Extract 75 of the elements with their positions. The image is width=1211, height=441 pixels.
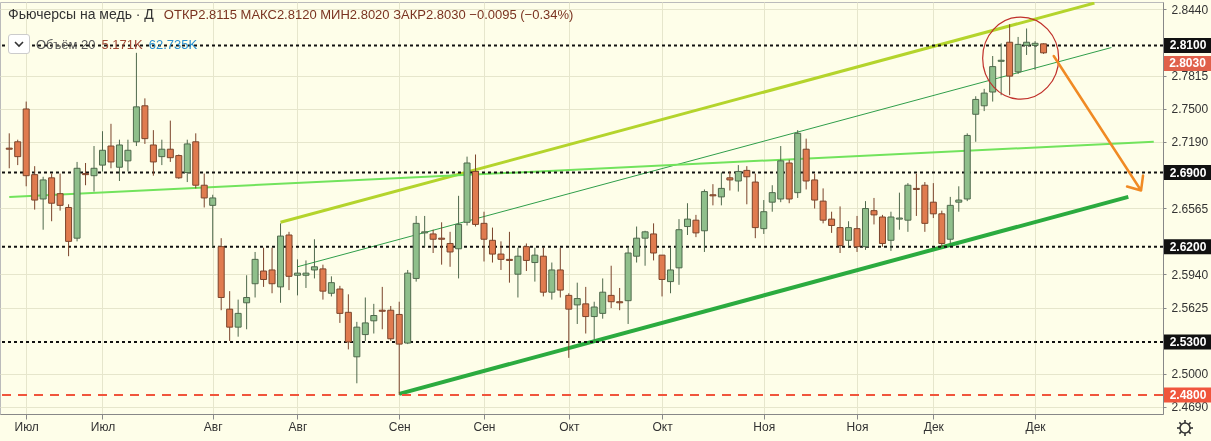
candlestick xyxy=(39,176,47,231)
candlestick xyxy=(82,162,90,186)
x-tick-label: Сен xyxy=(388,419,411,434)
candlestick xyxy=(556,247,564,298)
candlestick xyxy=(209,194,217,249)
ref-line-label: 2.6900 xyxy=(1169,165,1207,180)
candlestick xyxy=(650,222,658,261)
candlestick xyxy=(692,214,700,238)
chart-title: Фьючерсы на медь · Д xyxy=(8,6,154,22)
x-tick-label: Июл xyxy=(90,419,116,434)
y-tick-label: 2.7815 xyxy=(1171,69,1209,84)
x-tick-label: Сен xyxy=(473,419,496,434)
candlestick xyxy=(582,286,590,335)
annotation: 62.735K xyxy=(148,36,198,52)
candlestick xyxy=(319,264,327,301)
ref-line-label: 2.8100 xyxy=(1169,38,1207,53)
candlestick xyxy=(683,202,691,236)
ref-line-label: 2.5300 xyxy=(1169,334,1207,349)
candlestick xyxy=(548,262,556,301)
x-tick-label: Ноя xyxy=(753,419,776,434)
candlestick xyxy=(845,220,853,248)
candlestick xyxy=(709,183,717,206)
candlestick xyxy=(370,303,378,335)
candlestick xyxy=(734,164,742,193)
candlestick xyxy=(90,145,98,193)
candlestick xyxy=(522,242,530,272)
candlestick xyxy=(243,274,251,330)
candlestick xyxy=(743,165,751,205)
x-tick-label: Июл xyxy=(14,419,39,434)
y-tick-label: 2.4690 xyxy=(1171,400,1209,415)
x-tick-label: Ноя xyxy=(846,419,869,434)
candlestick xyxy=(870,197,878,225)
candlestick xyxy=(149,129,157,177)
ref-line-label: 2.4800 xyxy=(1169,387,1207,402)
y-tick-label: 2.5940 xyxy=(1171,267,1209,282)
candlestick xyxy=(99,130,106,172)
candlestick xyxy=(565,292,573,359)
candlestick xyxy=(836,205,844,254)
candlestick xyxy=(997,42,1005,96)
candlestick xyxy=(717,172,725,206)
y-tick-label: 2.6565 xyxy=(1171,201,1209,216)
y-tick-label: 2.5000 xyxy=(1171,367,1209,382)
candlestick xyxy=(327,275,335,297)
y-tick-label: 2.8440 xyxy=(1171,2,1209,17)
x-tick-label: Окт xyxy=(652,419,674,434)
candlestick xyxy=(955,185,963,213)
candlestick xyxy=(107,123,115,169)
candlestick xyxy=(972,95,980,143)
candlestick xyxy=(158,139,166,166)
x-tick-label: Авг xyxy=(288,419,308,434)
candlestick xyxy=(234,299,242,338)
text: 2.8030 xyxy=(1164,56,1211,71)
y-tick-label: 2.7190 xyxy=(1171,135,1209,150)
candlestick xyxy=(853,215,861,253)
x-tick-label: Окт xyxy=(559,419,580,434)
x-tick-label: Дек xyxy=(1025,419,1047,434)
candlestick xyxy=(531,247,539,283)
candlestick xyxy=(200,173,208,208)
candlestick xyxy=(361,297,369,342)
candlestick xyxy=(514,247,522,298)
candlestick xyxy=(726,170,734,192)
candlestick xyxy=(760,199,768,235)
y-tick-label: 2.5625 xyxy=(1171,301,1209,316)
candlestick xyxy=(446,231,454,268)
candlestick xyxy=(573,282,581,325)
annotation: 5.171K xyxy=(101,36,143,52)
x-tick-label: Авг xyxy=(203,419,224,434)
y-tick-label: 2.7500 xyxy=(1171,102,1209,117)
annotation: Объём 20 xyxy=(36,36,96,52)
chart-subtitle: ОТКР2.8115 МАКС2.8120 МИН2.8020 ЗАКР2.8030 −0.0095 (−0.34%) xyxy=(163,7,574,22)
candlestick xyxy=(667,247,675,294)
x-tick-label: Дек xyxy=(923,419,945,434)
candlestick xyxy=(226,290,234,342)
candlestick xyxy=(310,238,318,279)
ref-line-label: 2.6200 xyxy=(1169,239,1207,254)
